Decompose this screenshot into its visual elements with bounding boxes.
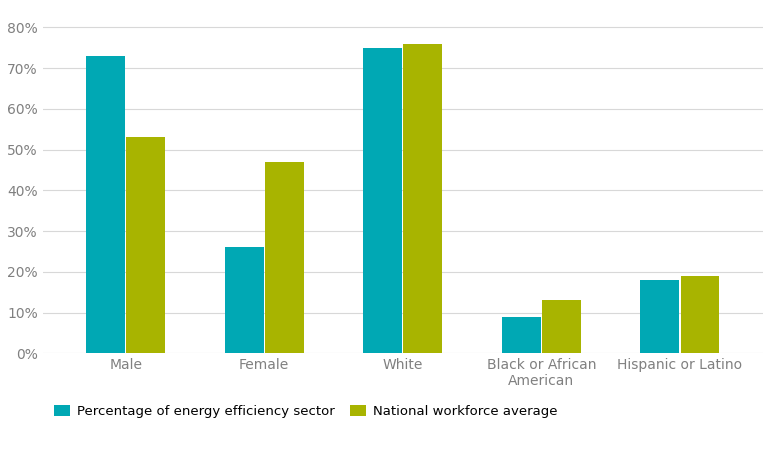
Bar — [265, 162, 303, 353]
Bar — [225, 247, 263, 353]
Bar — [403, 43, 442, 353]
Bar — [86, 56, 125, 353]
Bar — [363, 48, 402, 353]
Bar — [502, 317, 541, 353]
Bar — [542, 300, 581, 353]
Bar — [641, 280, 679, 353]
Bar — [681, 276, 719, 353]
Bar — [126, 137, 166, 353]
Legend: Percentage of energy efficiency sector, National workforce average: Percentage of energy efficiency sector, … — [49, 400, 563, 423]
